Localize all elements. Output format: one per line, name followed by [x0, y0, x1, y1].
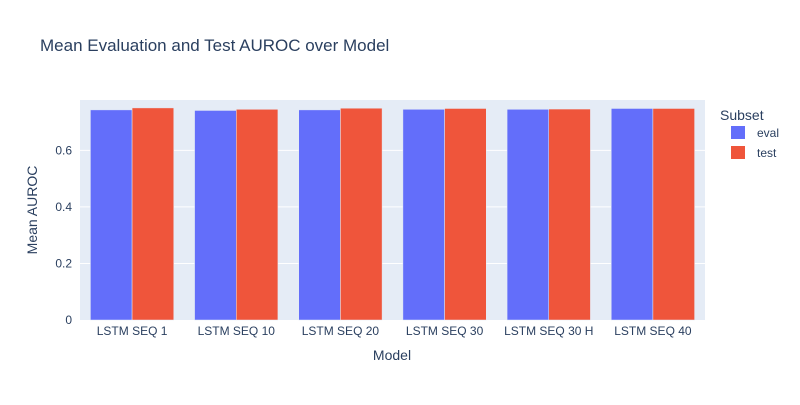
legend: Subset eval test: [720, 107, 779, 160]
bar-eval: [506, 109, 550, 321]
bar-test: [444, 108, 487, 321]
bar-test: [131, 107, 174, 321]
legend-label-eval: eval: [757, 126, 779, 140]
x-axis-label: Model: [373, 347, 411, 363]
x-tick-label: LSTM SEQ 20: [302, 324, 380, 338]
bar-eval: [298, 109, 341, 321]
bar-test: [548, 108, 591, 321]
legend-label-test: test: [757, 146, 777, 160]
bars: [90, 107, 695, 321]
y-tick-label: 0.6: [55, 143, 72, 157]
grid-lines: [80, 149, 705, 264]
chart-title: Mean Evaluation and Test AUROC over Mode…: [40, 36, 389, 55]
x-tick-labels: LSTM SEQ 1 LSTM SEQ 10 LSTM SEQ 20 LSTM SEQ…: [97, 324, 692, 338]
y-tick-label: 0: [65, 313, 72, 327]
legend-title: Subset: [720, 107, 764, 123]
bar-test: [652, 108, 695, 321]
x-tick-label: LSTM SEQ 10: [198, 324, 276, 338]
x-tick-label: LSTM SEQ 1: [97, 324, 168, 338]
bar-eval: [402, 109, 445, 321]
bar-eval: [611, 108, 654, 321]
legend-items: eval test: [731, 126, 779, 160]
y-tick-label: 0.4: [55, 200, 72, 214]
y-tick-label: 0.2: [55, 256, 72, 270]
bar-eval: [90, 109, 133, 321]
legend-swatch-test: [731, 146, 745, 159]
x-tick-label: LSTM SEQ 40: [614, 324, 692, 338]
bar-eval: [194, 110, 237, 321]
y-axis-label: Mean AUROC: [24, 166, 40, 255]
x-tick-label: LSTM SEQ 30: [406, 324, 484, 338]
y-tick-labels: 0 0.2 0.4 0.6: [55, 143, 72, 327]
bar-test: [340, 107, 383, 321]
plot-area: [80, 100, 705, 320]
legend-swatch-eval: [731, 126, 745, 139]
bar-test: [236, 109, 279, 321]
x-tick-label: LSTM SEQ 30 H: [504, 324, 593, 338]
